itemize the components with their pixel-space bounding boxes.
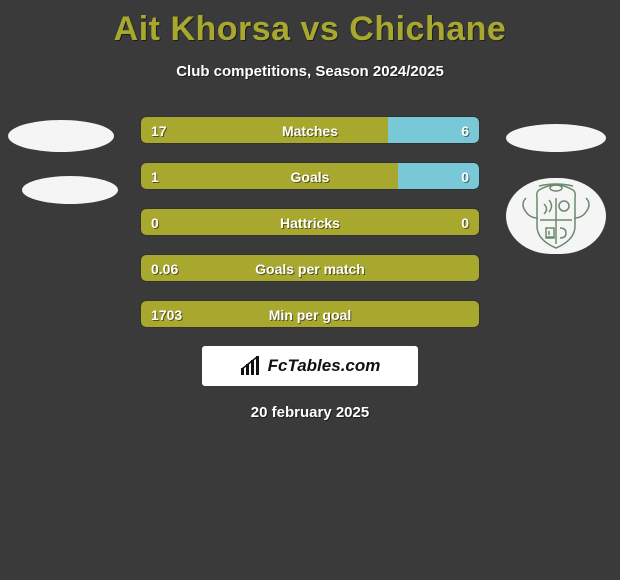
stat-label: Goals per match <box>141 255 479 282</box>
bars-icon <box>240 356 262 376</box>
stat-row: 0.06Goals per match <box>140 254 480 282</box>
stat-label: Goals <box>141 163 479 190</box>
date-line: 20 february 2025 <box>0 404 620 421</box>
stat-row: 176Matches <box>140 116 480 144</box>
stat-row: 00Hattricks <box>140 208 480 236</box>
stats-container: 176Matches 10Goals 00Hattricks 0.06Goals pe… <box>0 116 620 328</box>
stat-label: Matches <box>141 117 479 144</box>
fctables-label: FcTables.com <box>268 356 381 376</box>
fctables-badge: FcTables.com <box>202 346 418 386</box>
stat-label: Min per goal <box>141 301 479 328</box>
stat-row: 10Goals <box>140 162 480 190</box>
page-subtitle: Club competitions, Season 2024/2025 <box>0 63 620 80</box>
stat-label: Hattricks <box>141 209 479 236</box>
page-title: Ait Khorsa vs Chichane <box>0 0 620 49</box>
stat-row: 1703Min per goal <box>140 300 480 328</box>
